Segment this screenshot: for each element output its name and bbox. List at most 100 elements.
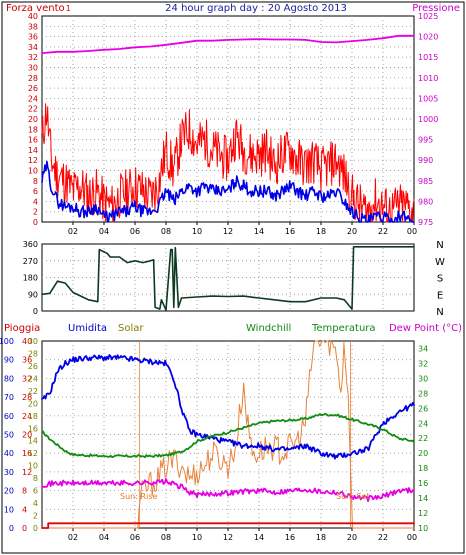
dew-point-axis-label: Dew Point (°C) (389, 323, 462, 334)
sun-rise-label: Sun: Rise (120, 492, 157, 501)
x-tick-label: 16 (285, 533, 295, 542)
wind-y-tick-label: 10 (28, 167, 38, 176)
pressure-axis-label: Pressione (412, 3, 460, 14)
wind-y-tick-label: 40 (28, 12, 38, 21)
temperature-y-tick-label: 30 (418, 374, 428, 383)
x-tick-label: 00 (407, 533, 417, 542)
solar-y-tick-label: 28 (28, 349, 38, 358)
temperature-y-tick-label: 10 (418, 524, 428, 533)
x-tick-label: 00 (407, 227, 417, 236)
x-tick-label: 12 (223, 533, 233, 542)
solar-y-tick-label: 24 (28, 374, 38, 383)
solar-y-tick-label: 0 (33, 524, 38, 533)
wind-y-tick-label: 2 (33, 208, 38, 217)
x-tick-label: 20 (347, 227, 357, 236)
humidity-axis-label: Umidita (68, 323, 107, 334)
wind-y-tick-label: 4 (33, 197, 38, 206)
pressure-y-tick-label: 990 (418, 156, 433, 165)
x-tick-label: 18 (316, 227, 326, 236)
solar-y-tick-label: 12 (28, 449, 38, 458)
pressure-y-tick-label: 985 (418, 177, 433, 186)
rain-y-tick-label: 8 (22, 487, 27, 496)
x-tick-label: 10 (192, 227, 202, 236)
rain-y-tick-label: 24 (22, 412, 32, 421)
compass-label: N (436, 240, 443, 251)
compass-label: W (435, 257, 445, 268)
solar-y-tick-label: 8 (33, 474, 38, 483)
pressure-y-tick-label: 975 (418, 218, 433, 227)
x-tick-label: 02 (68, 227, 78, 236)
temperature-y-tick-label: 16 (418, 479, 428, 488)
humidity-y-tick-label: 0 (9, 524, 14, 533)
pressure-y-tick-label: 1015 (418, 53, 438, 62)
wind-y-tick-label: 12 (28, 156, 38, 165)
rain-y-tick-label: 0 (22, 524, 27, 533)
solar-y-tick-label: 16 (28, 424, 38, 433)
solar-y-tick-label: 10 (28, 462, 38, 471)
sun-set-label: Sun: Set (336, 492, 370, 501)
pressure-line (41, 34, 415, 54)
temperature-y-tick-label: 18 (418, 464, 428, 473)
solar-y-tick-label: 26 (28, 362, 38, 371)
wind-y-tick-label: 8 (33, 177, 38, 186)
wind-y-tick-label: 18 (28, 125, 38, 134)
pressure-y-tick-label: 980 (418, 197, 433, 206)
x-tick-label: 02 (68, 533, 78, 542)
x-tick-label: 20 (347, 533, 357, 542)
temperature-y-tick-label: 28 (418, 389, 428, 398)
rain-y-tick-label: 20 (22, 431, 32, 440)
humidity-y-tick-label: 20 (4, 487, 14, 496)
temperature-line (41, 412, 415, 459)
solar-y-tick-label: 6 (33, 487, 38, 496)
x-tick-label: 12 (223, 227, 233, 236)
rain-y-tick-label: 28 (22, 393, 32, 402)
chart-title: 24 hour graph day : 20 Agosto 2013 (165, 3, 347, 14)
x-tick-label: 04 (99, 533, 109, 542)
pressure-y-tick-label: 995 (418, 136, 433, 145)
x-tick-label: 06 (130, 533, 140, 542)
x-tick-label: 14 (254, 533, 264, 542)
humidity-y-tick-label: 50 (4, 431, 14, 440)
wind-y-tick-label: 24 (28, 94, 38, 103)
wind-pressure-panel: 02 04 06 08 10 12 14 16 18 20 22 000246810121416182… (28, 12, 439, 236)
solar-line (41, 340, 415, 529)
x-tick-label: 08 (161, 533, 171, 542)
x-tick-label: 16 (285, 227, 295, 236)
wind-y-tick-label: 6 (33, 187, 38, 196)
wind-y-tick-label: 28 (28, 74, 38, 83)
wind-y-tick-label: 32 (28, 53, 38, 62)
direction-y-tick-label: 0 (33, 307, 38, 316)
solar-y-tick-label: 2 (33, 512, 38, 521)
dew-point-line (41, 478, 415, 503)
compass-label: N (436, 307, 443, 318)
rain-y-tick-label: 12 (22, 468, 32, 477)
humidity-y-tick-label: 40 (4, 449, 14, 458)
humidity-y-tick-label: 30 (4, 468, 14, 477)
rain-y-tick-label: 32 (22, 374, 32, 383)
x-tick-label: 10 (192, 533, 202, 542)
wind-y-tick-label: 36 (28, 33, 38, 42)
solar-y-tick-label: 30 (28, 337, 38, 346)
direction-y-tick-label: 90 (28, 290, 38, 299)
x-tick-label: 08 (161, 227, 171, 236)
rain-y-tick-label: 16 (22, 449, 32, 458)
pressure-y-tick-label: 1000 (418, 115, 438, 124)
x-tick-label: 22 (378, 227, 388, 236)
wind-y-tick-label: 26 (28, 84, 38, 93)
temperature-y-tick-label: 20 (418, 449, 428, 458)
windchill-label: Windchill (246, 323, 291, 334)
temperature-y-tick-label: 24 (418, 419, 428, 428)
temperature-y-tick-label: 34 (418, 344, 428, 353)
temperature-y-tick-label: 32 (418, 359, 428, 368)
direction-y-tick-label: 270 (23, 257, 38, 266)
x-tick-label: 04 (99, 227, 109, 236)
x-tick-label: 14 (254, 227, 264, 236)
wind-y-tick-label: 14 (28, 146, 38, 155)
compass-label: E (437, 290, 443, 301)
rain-y-tick-label: 36 (22, 356, 32, 365)
rain-line (41, 522, 415, 529)
humidity-y-tick-label: 70 (4, 393, 14, 402)
humidity-y-tick-label: 90 (4, 356, 14, 365)
compass-label: S (437, 274, 443, 285)
wind-y-tick-label: 20 (28, 115, 38, 124)
